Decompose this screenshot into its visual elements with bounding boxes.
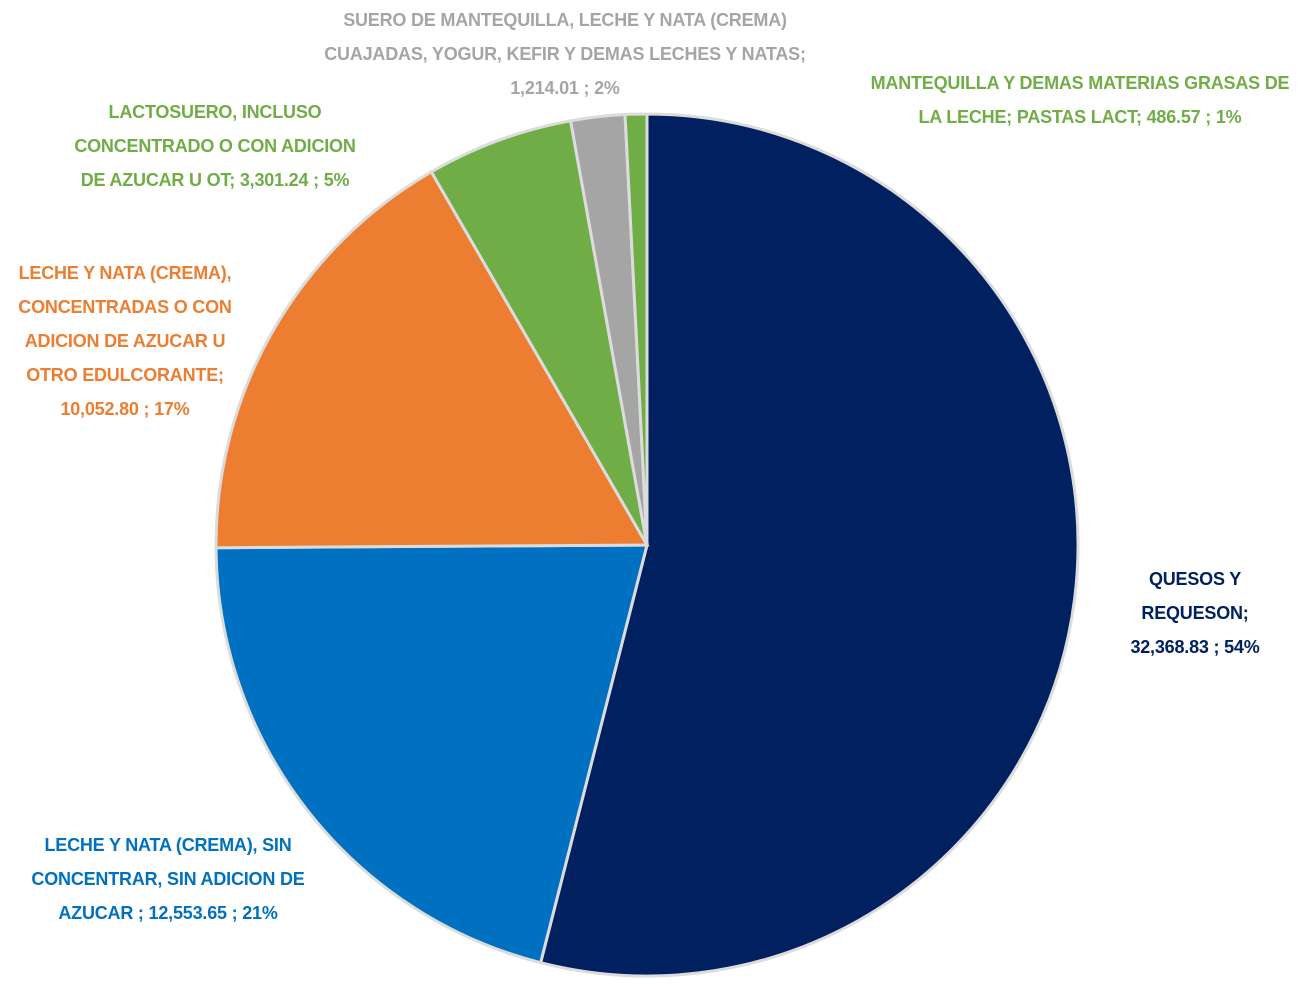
data-label: LECHE Y NATA (CREMA), SIN CONCENTRAR, SI…: [28, 828, 308, 930]
value-label: 10,052.80 ; 17%: [60, 399, 190, 419]
category-label: QUESOS Y REQUESON;: [1141, 569, 1249, 623]
data-label: QUESOS Y REQUESON; 32,368.83 ; 54%: [1100, 562, 1290, 664]
value-label: 32,368.83 ; 54%: [1130, 637, 1260, 657]
category-label: LACTOSUERO, INCLUSO CONCENTRADO O CON AD…: [74, 102, 356, 190]
category-label: SUERO DE MANTEQUILLA, LECHE Y NATA (CREM…: [324, 10, 806, 64]
data-label: LACTOSUERO, INCLUSO CONCENTRADO O CON AD…: [70, 95, 360, 197]
value-label: 3,301.24 ; 5%: [239, 170, 350, 190]
pie-slice: [429, 119, 649, 546]
pie-slice: [538, 112, 1080, 978]
data-label: MANTEQUILLA Y DEMAS MATERIAS GRASAS DE L…: [860, 66, 1298, 134]
category-label: LECHE Y NATA (CREMA), CONCENTRADAS O CON…: [18, 263, 232, 385]
category-label: MANTEQUILLA Y DEMAS MATERIAS GRASAS DE L…: [870, 73, 1290, 127]
value-label: 1,214.01 ; 2%: [510, 78, 620, 98]
data-label: SUERO DE MANTEQUILLA, LECHE Y NATA (CREM…: [300, 3, 830, 105]
pie-slice: [623, 112, 649, 546]
value-label: 12,553.65 ; 21%: [148, 903, 278, 923]
data-label: LECHE Y NATA (CREMA), CONCENTRADAS O CON…: [13, 256, 238, 426]
pie-slice: [214, 543, 649, 965]
pie-slice: [214, 169, 650, 550]
category-label: LECHE Y NATA (CREMA), SIN CONCENTRAR, SI…: [31, 835, 305, 923]
value-label: 486.57 ; 1%: [1146, 107, 1242, 127]
